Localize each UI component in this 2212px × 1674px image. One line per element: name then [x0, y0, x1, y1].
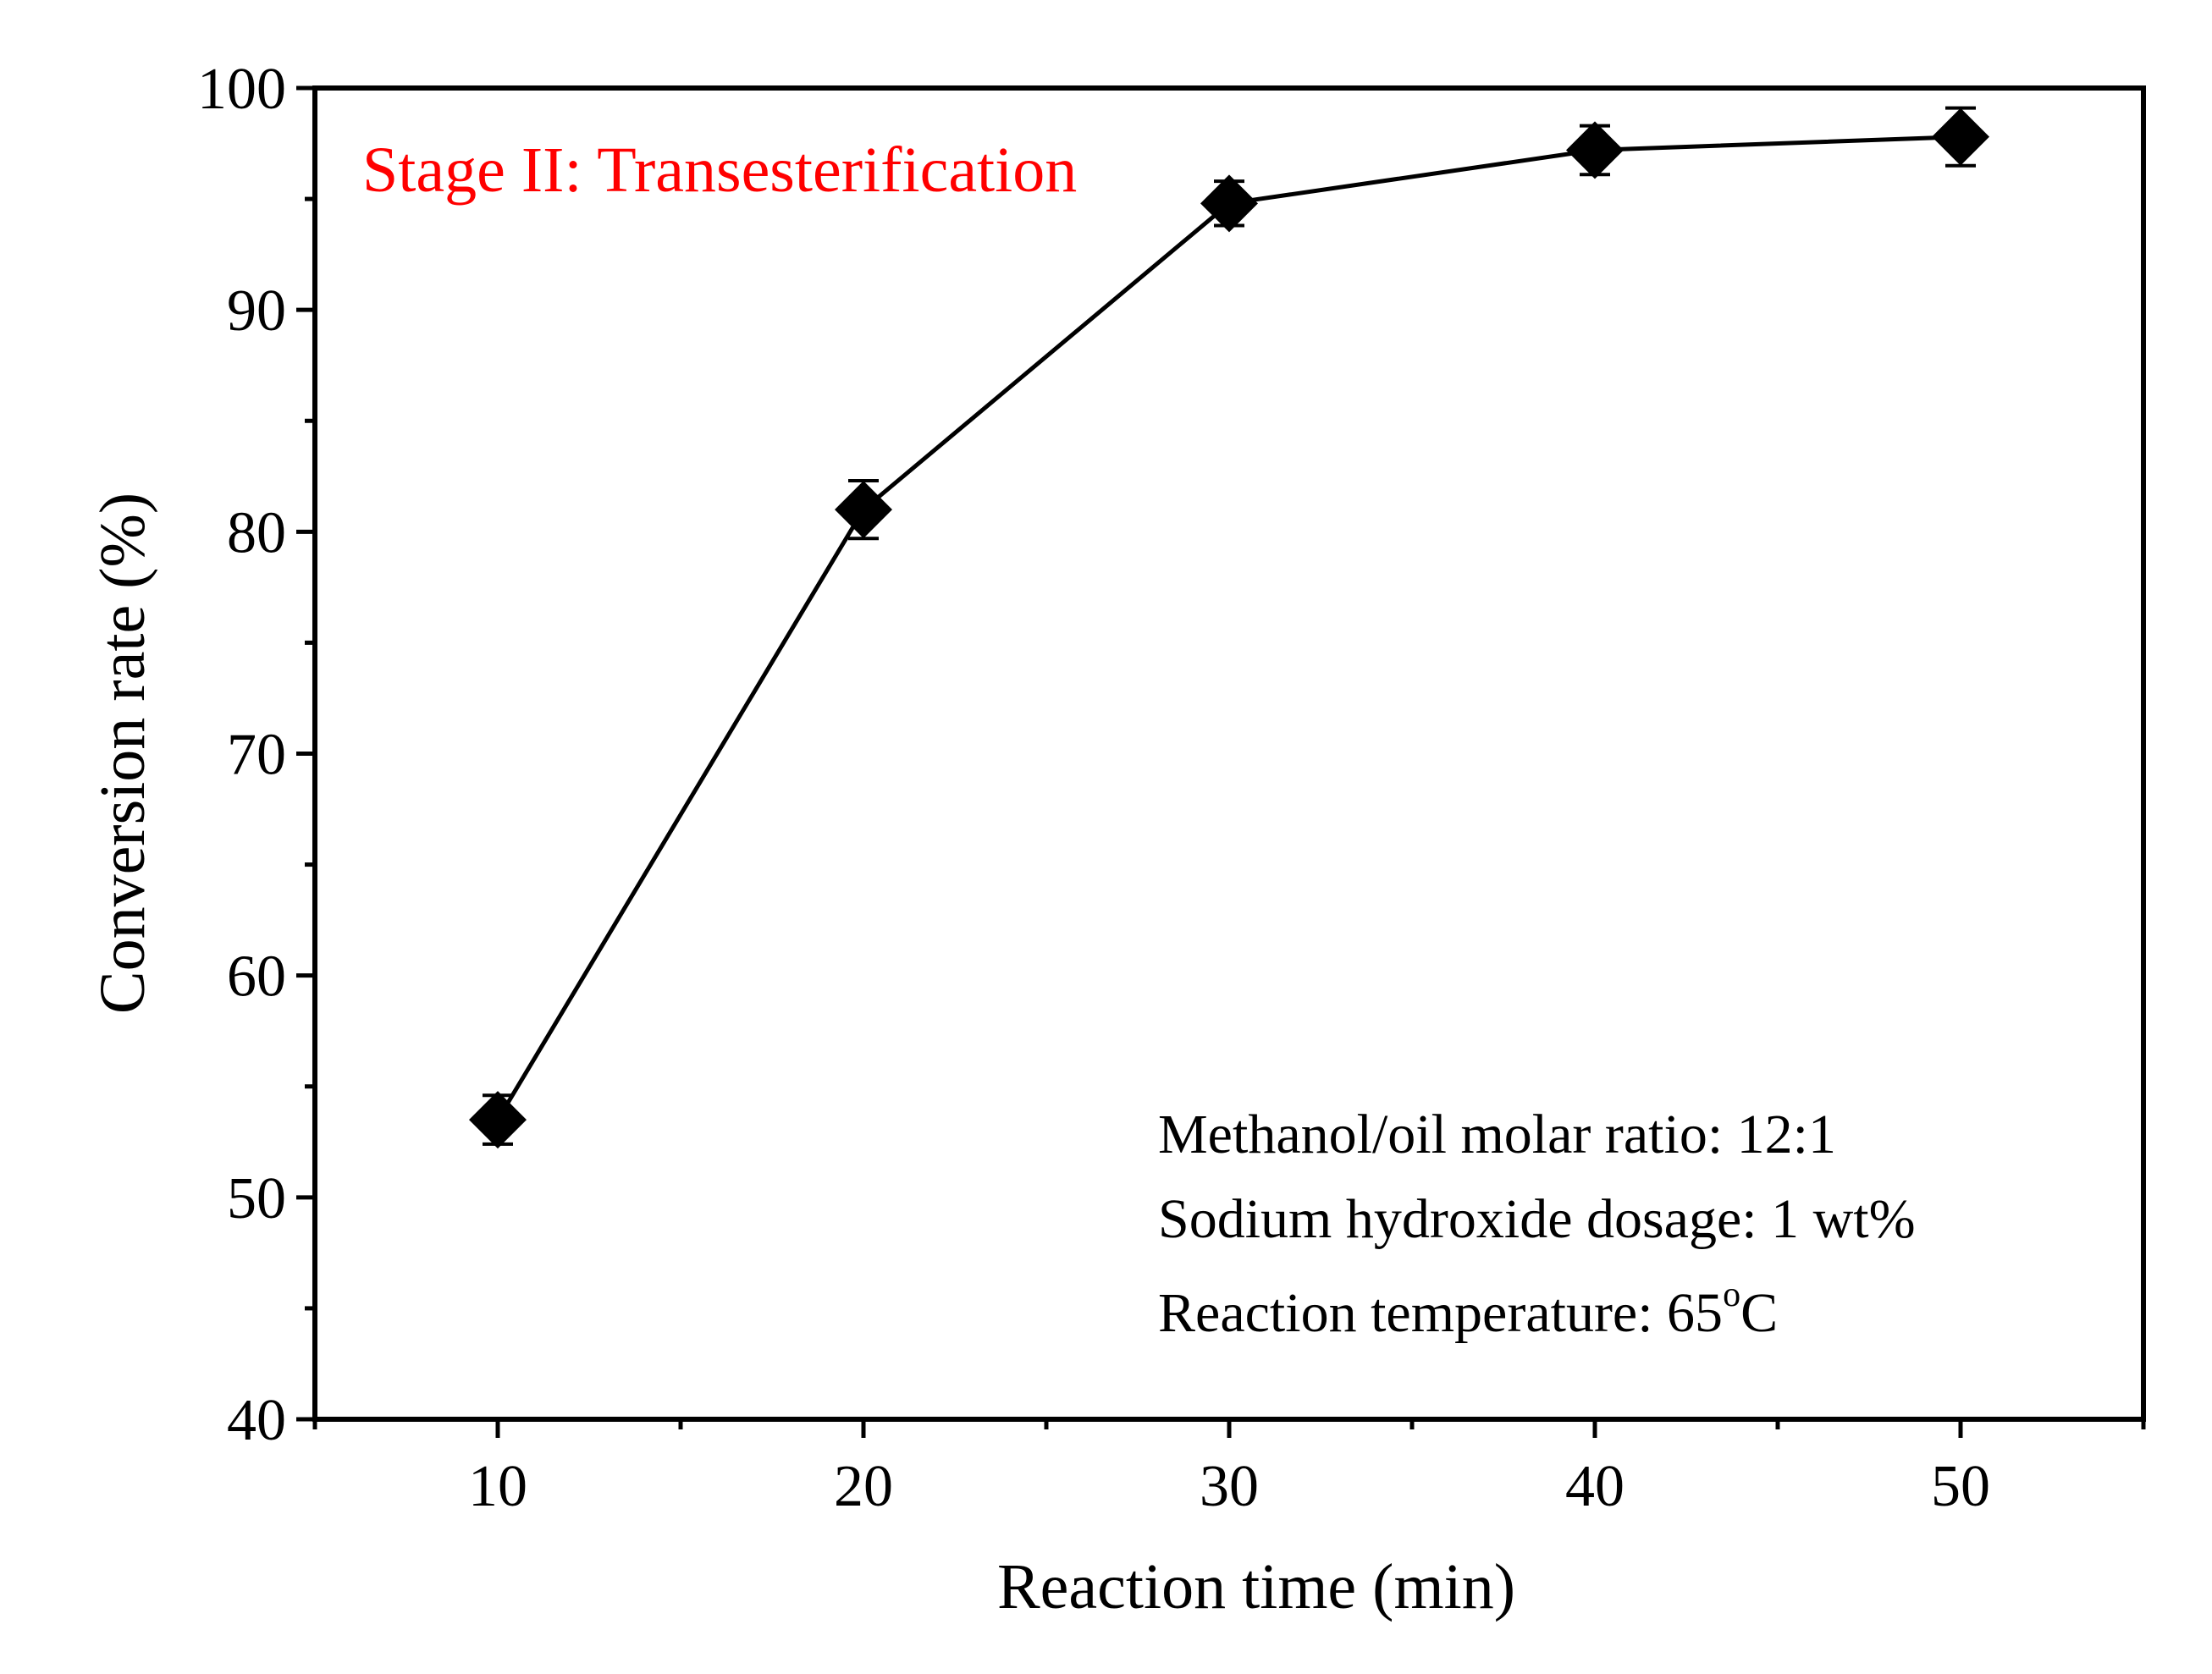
series-line-0	[495, 135, 1961, 1121]
y-tick-label-100: 100	[197, 57, 286, 122]
y-tick-label-40: 40	[227, 1388, 286, 1453]
x-tick-label-20: 20	[834, 1454, 893, 1519]
data-point-30	[1200, 174, 1258, 233]
temperature-unit: C	[1740, 1282, 1778, 1344]
y-tick-label-50: 50	[227, 1166, 286, 1231]
annotation-methanol-ratio: Methanol/oil molar ratio: 12:1	[1158, 1104, 1836, 1165]
x-tick-label-30: 30	[1200, 1454, 1259, 1519]
y-axis-title: Conversion rate (%)	[87, 493, 158, 1014]
x-tick-label-50: 50	[1931, 1454, 1990, 1519]
y-tick-label-90: 90	[227, 278, 286, 344]
x-ticks: 10 20 30 40 50	[312, 1419, 2146, 1519]
y-tick-label-70: 70	[227, 723, 286, 788]
x-axis-title: Reaction time (min)	[997, 1551, 1515, 1622]
y-ticks: 40 50 60 70 80 90 100	[197, 57, 315, 1453]
degree-superscript: o	[1723, 1275, 1740, 1314]
y-tick-label-80: 80	[227, 500, 286, 565]
data-point-40	[1566, 121, 1624, 179]
data-point-50	[1932, 107, 1989, 166]
data-point-10	[469, 1091, 527, 1149]
annotation-naoh-dosage: Sodium hydroxide dosage: 1 wt%	[1158, 1188, 1916, 1250]
x-tick-label-10: 10	[468, 1454, 527, 1519]
chart-title: Stage II: Transesterification	[362, 135, 1077, 206]
series-layer	[469, 106, 1989, 1149]
y-tick-label-60: 60	[227, 944, 286, 1010]
annotation-temperature-value: Reaction temperature: 65	[1158, 1282, 1723, 1344]
data-point-20	[835, 481, 892, 539]
annotation-temperature: Reaction temperature: 65oC	[1158, 1275, 1778, 1344]
x-tick-label-40: 40	[1565, 1454, 1625, 1519]
